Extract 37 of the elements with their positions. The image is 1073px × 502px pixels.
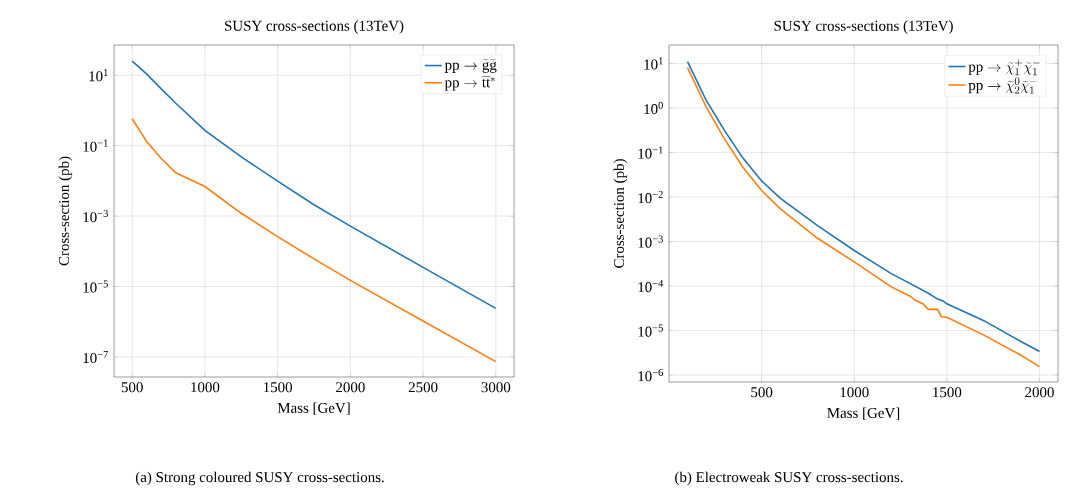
- x-tick-label: 2000: [336, 382, 365, 393]
- y-tick-label: 10$^{−2}$: [638, 190, 663, 204]
- y-tick-label: 10$^{1}$: [89, 69, 108, 82]
- x-axis-title: Mass [GeV]: [827, 407, 900, 420]
- y-tick-label: 10$^{−6}$: [638, 368, 664, 382]
- legend-label: $\mathrm{pp}\to\widetilde{\mathrm{t}}\widetilde{\mathrm{t}}^{*}$: [444, 75, 495, 91]
- y-axis-title: Cross-section (pb): [613, 159, 628, 268]
- line-series: [131, 60, 497, 310]
- y-tick-label: 10$^{−7}$: [83, 350, 109, 364]
- y-tick-label: 10$^{−5}$: [638, 324, 663, 337]
- text: (a) Strong coloured SUSY cross-sections.: [135, 471, 384, 486]
- legend-label: $\mathrm{pp}\to\widetilde{\mathrm{g}}\widetilde{\mathrm{g}}$: [444, 59, 497, 73]
- y-tick-label: 10$^{1}$: [644, 57, 663, 70]
- y-tick-label: 10$^{0}$: [644, 101, 663, 115]
- chart-title: SUSY cross-sections (13TeV): [774, 20, 953, 34]
- y-tick-label: 10$^{−4}$: [638, 279, 664, 293]
- y-tick-label: 10$^{−3}$: [638, 235, 663, 248]
- x-tick-label: 3000: [481, 382, 511, 393]
- legend-label: $\mathrm{pp}\to\widetilde{\chi}_1^{+}\widetilde{\chi}_1^{-}$: [968, 59, 1040, 76]
- legend-label: $\mathrm{pp}\to\widetilde{\chi}_2^{0}\widetilde{\chi}_1^{-}$: [968, 77, 1037, 94]
- x-tick-label: 2000: [1025, 387, 1054, 398]
- x-tick-label: 2500: [408, 382, 438, 393]
- text: (b) Electroweak SUSY cross-sections.: [675, 471, 903, 486]
- x-axis-title: Mass [GeV]: [277, 402, 350, 415]
- y-axis-title: Cross-section (pb): [58, 156, 73, 266]
- chart-title: SUSY cross-sections (13TeV): [225, 20, 404, 34]
- x-tick-label: 1500: [933, 387, 962, 398]
- line-series: [131, 117, 497, 363]
- x-tick-label: 1000: [840, 387, 869, 398]
- y-tick-label: 10$^{−1}$: [83, 139, 108, 152]
- x-tick-label: 1500: [264, 382, 293, 393]
- y-tick-label: 10$^{−5}$: [83, 280, 108, 293]
- x-tick-label: 500: [751, 387, 773, 398]
- x-tick-label: 500: [121, 382, 143, 393]
- y-tick-label: 10$^{−3}$: [83, 209, 108, 223]
- y-tick-label: 10$^{−1}$: [638, 146, 663, 159]
- x-tick-label: 1000: [191, 382, 220, 393]
